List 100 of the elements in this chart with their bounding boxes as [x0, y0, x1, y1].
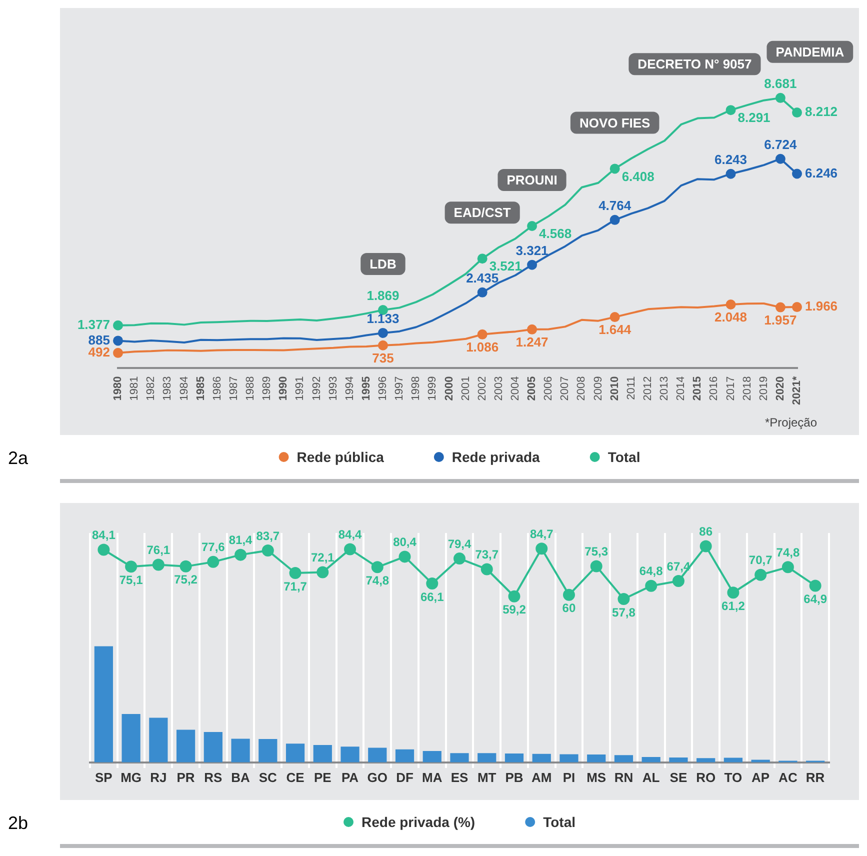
bar: [258, 739, 278, 762]
point: [618, 593, 630, 606]
x-tick-label: BA: [231, 770, 251, 785]
data-label: 75,2: [174, 572, 198, 587]
bar: [751, 760, 770, 762]
legend-label: Total: [543, 814, 576, 830]
x-tick-label: 2007: [559, 376, 572, 401]
x-tick-label: PE: [314, 770, 332, 785]
annotation: DECRETO N° 9057: [638, 56, 752, 72]
point: [234, 548, 247, 561]
text: *Projeção: [764, 415, 818, 430]
data-label: 74,8: [366, 573, 390, 588]
data-label: 79,4: [448, 536, 472, 551]
x-tick-label: 2013: [658, 376, 671, 401]
bar: [313, 744, 332, 762]
x-tick-label: 2000: [443, 376, 456, 401]
x-tick-label: RS: [204, 770, 223, 785]
x-tick-label: 2012: [642, 376, 654, 401]
data-label: 8.291: [738, 110, 770, 126]
x-tick-label: 1996: [377, 376, 390, 401]
data-label: 77,6: [201, 540, 226, 554]
point: [700, 540, 712, 552]
data-label: 75,3: [584, 544, 608, 559]
annotation: LDB: [370, 256, 396, 272]
data-label: 66,1: [420, 590, 444, 604]
data-label: 492: [88, 344, 110, 360]
x-tick-label: RO: [696, 770, 716, 785]
data-label: 76,1: [146, 543, 170, 558]
data-label: 84,7: [530, 526, 554, 541]
point: [792, 302, 802, 312]
data-label: 8.212: [805, 104, 838, 120]
annotation: PANDEMIA: [776, 44, 845, 60]
data-label: 86: [699, 524, 713, 539]
point: [672, 575, 684, 588]
x-tick-label: 2008: [576, 376, 588, 401]
x-tick-label: 2018: [741, 376, 754, 401]
x-tick-label: 2006: [542, 376, 555, 401]
data-label: 4.568: [539, 226, 572, 242]
bar: [122, 714, 140, 762]
x-tick-label: 2014: [675, 376, 688, 401]
x-tick-label: 1988: [244, 376, 257, 401]
point: [792, 108, 802, 118]
data-label: 83,7: [256, 528, 280, 543]
data-label: 57,8: [612, 605, 636, 620]
bar: [94, 646, 113, 762]
x-tick-label: TO: [724, 770, 742, 785]
bar: [560, 754, 578, 762]
x-tick-label: CE: [286, 770, 305, 785]
point: [809, 580, 822, 592]
x-tick-label: 1994: [344, 376, 356, 401]
data-label: 1.086: [466, 340, 499, 355]
x-tick-label: 1985: [194, 376, 207, 401]
data-label: 1.377: [77, 316, 110, 332]
bar: [286, 744, 305, 762]
x-tick-label: PI: [562, 770, 576, 785]
annotation: EAD/CST: [454, 205, 511, 220]
data-label: 735: [372, 350, 394, 366]
point: [398, 550, 411, 563]
point: [426, 577, 438, 590]
point: [480, 563, 493, 576]
data-label: 84,4: [338, 528, 362, 542]
data-label: 73,7: [475, 548, 499, 562]
point: [536, 542, 548, 555]
data-label: 59,2: [502, 602, 526, 617]
x-tick-label: 1980: [112, 376, 124, 401]
point: [775, 92, 786, 103]
point: [378, 328, 388, 338]
data-label: 64,8: [639, 564, 664, 578]
x-tick-label: 1999: [426, 376, 439, 401]
bar: [231, 738, 250, 762]
x-tick-label: 2003: [492, 376, 505, 401]
x-tick-label: MT: [477, 770, 496, 785]
x-tick-label: SE: [670, 770, 688, 785]
bar: [395, 749, 414, 762]
point: [113, 320, 123, 330]
point: [775, 302, 786, 312]
x-tick-label: 1991: [294, 376, 306, 401]
data-label: 6.246: [805, 165, 838, 180]
data-label: 1.133: [366, 311, 400, 326]
x-tick-label: AM: [532, 770, 552, 785]
x-tick-label: 1983: [162, 376, 174, 401]
x-tick-label: AC: [778, 770, 798, 785]
x-tick-label: AL: [642, 770, 660, 785]
x-tick-label: 2011: [625, 376, 638, 400]
annotation: NOVO FIES: [579, 115, 651, 130]
x-tick-label: 2016: [708, 376, 720, 401]
legend-label: Rede pública: [296, 448, 384, 465]
data-label: 61,2: [722, 598, 746, 613]
data-label: 6.243: [714, 152, 748, 167]
point: [113, 348, 123, 358]
point: [645, 580, 658, 592]
data-label: 6.408: [622, 168, 654, 184]
data-label: 6.724: [764, 136, 798, 152]
point: [726, 299, 736, 310]
text: 2b: [8, 813, 30, 835]
data-label: 1.957: [764, 312, 797, 328]
bar: [149, 718, 168, 762]
point: [180, 560, 192, 572]
x-tick-label: 2002: [476, 376, 488, 401]
data-label: 8.681: [764, 76, 797, 92]
